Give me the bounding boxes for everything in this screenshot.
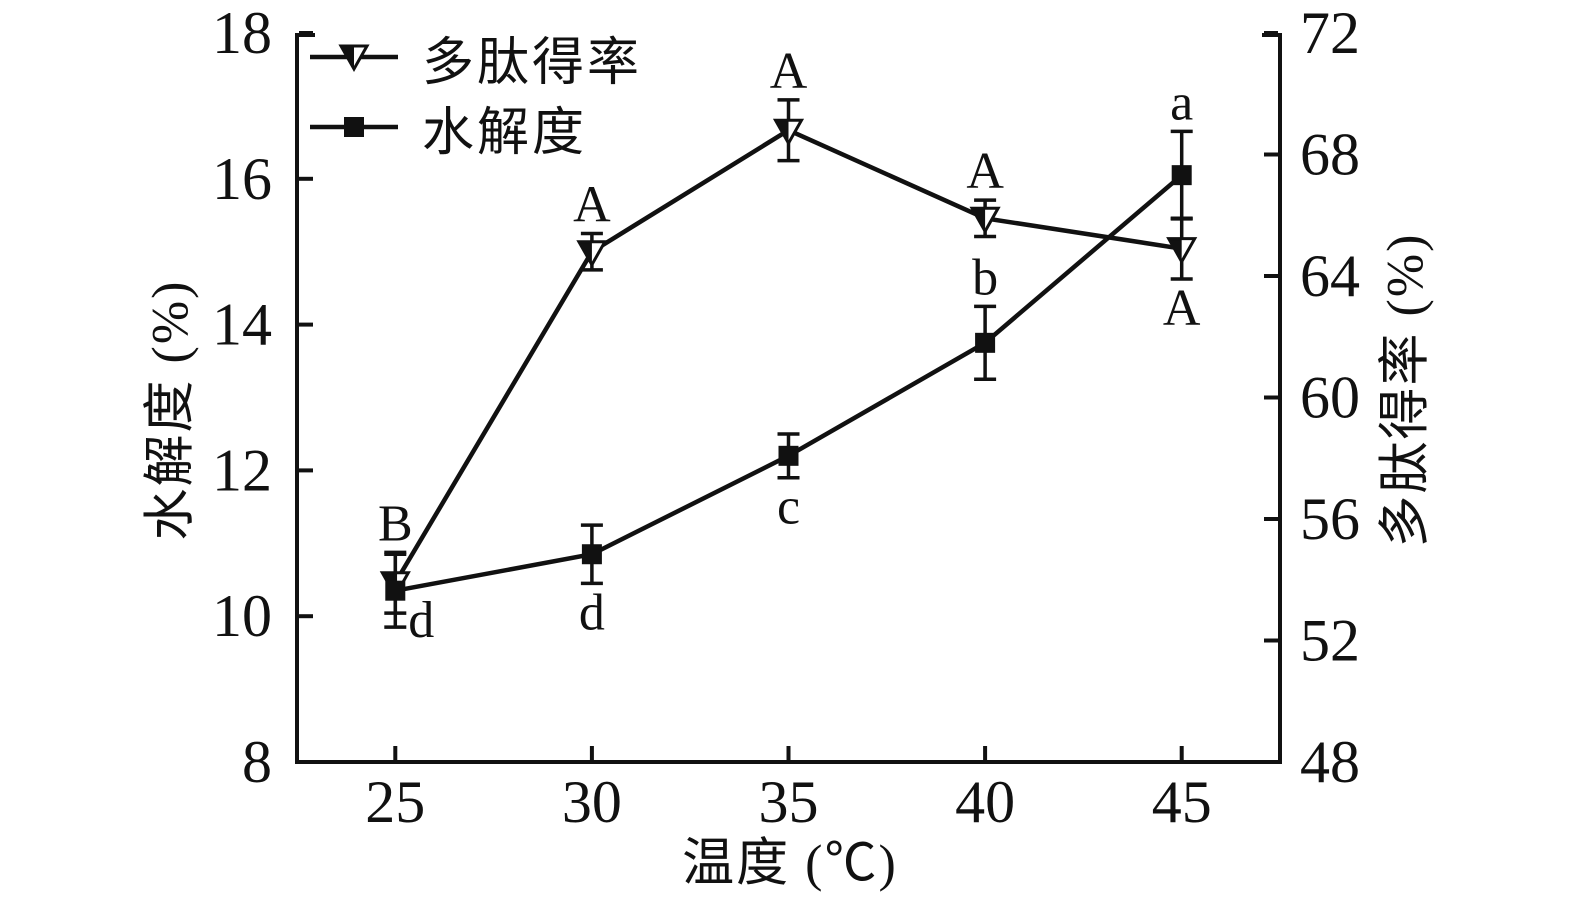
right-axis-title: 多肽得率 (%) [1377,232,1435,548]
left-tick-label: 16 [212,146,272,212]
data-point-square [778,445,799,466]
axis-spines [295,33,1282,764]
data-point-triangle-outline [969,206,1001,235]
significance-letter: d [408,592,434,649]
significance-letter: A [966,143,1004,200]
square-marker-icon [310,117,398,137]
data-point-triangle-outline [1166,237,1198,265]
significance-letter: A [770,43,808,100]
left-tick-label: 10 [212,583,272,649]
x-tick-label: 25 [365,769,425,835]
left-axis-title: 水解度 (%) [142,279,200,541]
data-point-square [581,544,602,565]
significance-letter: b [972,249,998,306]
significance-letter: B [378,495,413,552]
right-tick-label: 68 [1300,122,1360,188]
data-point-square [975,332,996,353]
legend-item-hydrolysis: 水解度 [308,96,642,162]
right-tick-label: 52 [1300,608,1360,674]
right-tick-label: 56 [1300,486,1360,552]
data-point-square [385,580,406,601]
x-tick-label: 35 [759,769,819,835]
significance-letter: c [777,479,800,536]
significance-letter: a [1170,74,1193,131]
left-tick-label: 12 [212,437,272,503]
significance-letter: d [579,584,605,641]
data-point-triangle-outline [576,240,608,268]
data-point-triangle-outline [772,118,805,147]
x-tick-label: 45 [1152,769,1212,835]
x-axis-title: 温度 (℃) [682,835,898,893]
data-point-square [1171,165,1192,186]
x-tick-label: 30 [562,769,622,835]
left-tick-label: 18 [212,0,272,66]
left-tick-label: 8 [242,729,272,795]
legend-label-peptide-yield: 多肽得率 [422,34,643,92]
significance-letter: A [573,176,611,233]
legend: 多肽得率 水解度 [308,26,642,162]
x-tick-label: 40 [955,769,1015,835]
significance-letter: A [1163,280,1201,337]
right-tick-label: 60 [1300,365,1360,431]
right-tick-label: 72 [1300,0,1360,66]
triangle-down-marker-icon [310,44,398,73]
legend-label-hydrolysis: 水解度 [422,104,588,162]
right-tick-label: 48 [1300,729,1360,795]
left-tick-label: 14 [212,292,272,358]
legend-item-peptide-yield: 多肽得率 [308,26,642,92]
right-tick-label: 64 [1300,243,1360,309]
